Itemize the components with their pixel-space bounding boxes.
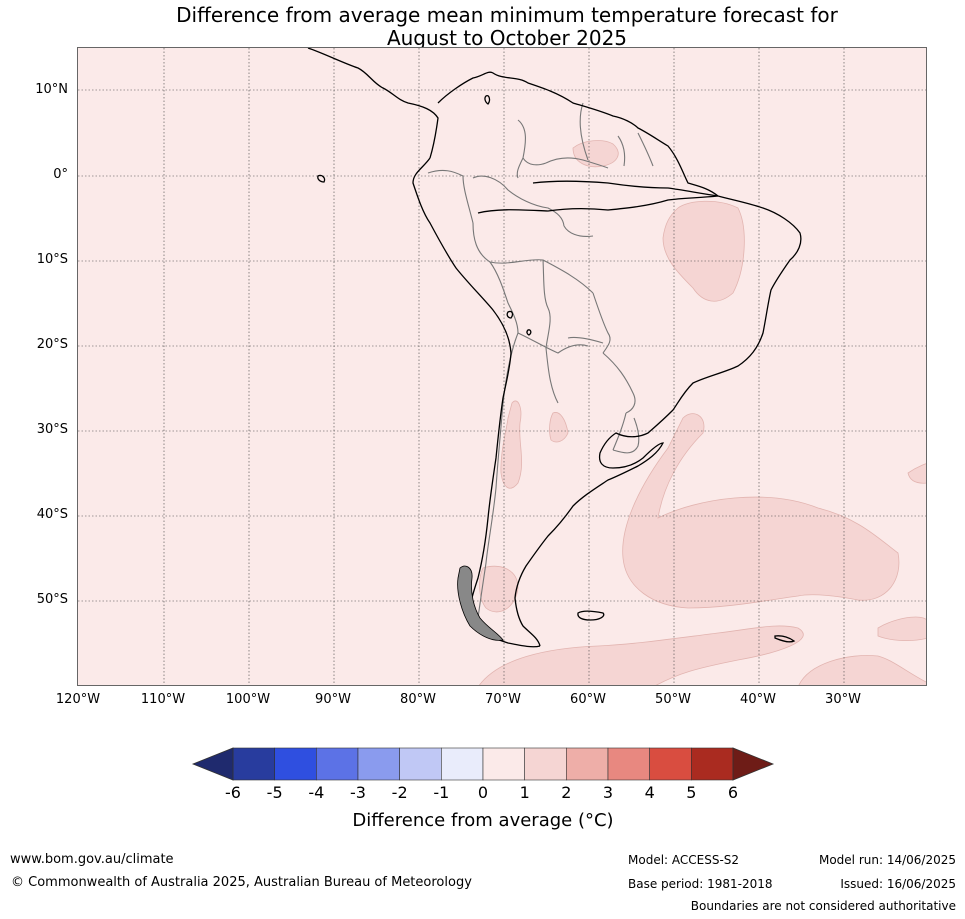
model-text: Model: ACCESS-S2 (628, 853, 740, 867)
chile-archipelago (457, 565, 504, 641)
colorbar-tick-label: 2 (561, 783, 572, 802)
lon-label-100w: 100°W (225, 692, 271, 707)
lon-label-80w: 80°W (400, 692, 436, 707)
lon-label-30w: 30°W (825, 692, 861, 707)
anomaly-region-brazil (662, 200, 745, 302)
anomaly-region-south-east (798, 655, 926, 685)
colorbar-cells (232, 747, 734, 781)
lat-label-50s: 50°S (36, 592, 68, 607)
colorbar-cell (399, 747, 442, 781)
lon-label-90w: 90°W (315, 692, 351, 707)
colorbar-cell (441, 747, 484, 781)
colorbar (191, 747, 775, 781)
colorbar-cell (274, 747, 317, 781)
colorbar-over-arrow (732, 747, 775, 781)
colorbar-tick-label: 4 (644, 783, 655, 802)
colorbar-cell (232, 747, 275, 781)
lat-label-10n: 10°N (35, 82, 68, 97)
colorbar-tick-label: 6 (727, 783, 739, 802)
anomaly-region-drake (479, 625, 804, 685)
colorbar-tick-label: -3 (350, 783, 366, 802)
disclaimer-text: Boundaries are not considered authoritat… (690, 899, 956, 913)
title-line-1: Difference from average mean minimum tem… (176, 3, 838, 27)
lake-poopo (526, 329, 532, 336)
lake-maracaibo (484, 94, 491, 105)
anomaly-region-patagonia (479, 565, 519, 613)
base-period-text: Base period: 1981-2018 (628, 877, 773, 891)
colorbar-tick-label: 0 (477, 783, 489, 802)
colorbar-under-arrow (191, 747, 234, 781)
coastline-amazon-south (477, 195, 719, 214)
website-link[interactable]: www.bom.gov.au/climate (10, 852, 174, 867)
colorbar-cell (316, 747, 359, 781)
lon-label-110w: 110°W (140, 692, 186, 707)
map-panel (77, 47, 927, 686)
colorbar-label: Difference from average (°C) (352, 810, 614, 831)
colorbar-tick-label: -4 (308, 783, 325, 802)
lat-label-20s: 20°S (36, 337, 68, 352)
colorbar-cell (691, 747, 734, 781)
title-line-2: August to October 2025 (386, 26, 628, 50)
colorbar-tick-label: 1 (519, 783, 530, 802)
coastline-east (514, 195, 802, 647)
model-run-text: Model run: 14/06/2025 (818, 853, 956, 867)
south-georgia (774, 635, 796, 643)
lon-label-50w: 50°W (655, 692, 691, 707)
colorbar-cell (482, 747, 525, 781)
graticule (78, 48, 926, 685)
anomaly-region-chaco (549, 412, 569, 443)
lat-label-30s: 30°S (36, 422, 68, 437)
lon-label-60w: 60°W (570, 692, 606, 707)
colorbar-tick-label: -1 (433, 783, 450, 802)
copyright-text: © Commonwealth of Australia 2025, Austra… (11, 875, 472, 890)
colorbar-cell (607, 747, 650, 781)
lake-titicaca (506, 310, 514, 319)
lat-label-40s: 40°S (36, 507, 68, 522)
colorbar-tick-label: -6 (225, 783, 241, 802)
coastline-central-america (307, 48, 439, 159)
colorbar-tick-label: 5 (686, 783, 697, 802)
lat-label-0: 0° (53, 167, 68, 182)
chart-title: Difference from average mean minimum tem… (0, 4, 965, 50)
colorbar-cell (649, 747, 692, 781)
lat-label-10s: 10°S (36, 252, 68, 267)
lon-label-70w: 70°W (485, 692, 521, 707)
colorbar-tick-label: -2 (391, 783, 408, 802)
forecast-map (78, 48, 926, 685)
coastline-amazon (532, 180, 719, 197)
colorbar-tick-label: -5 (266, 783, 283, 802)
anomaly-region-atlantic (622, 413, 900, 609)
lon-label-40w: 40°W (740, 692, 776, 707)
coastline-caribbean (437, 71, 719, 197)
colorbar-cell (357, 747, 400, 781)
lon-label-120w: 120°W (55, 692, 101, 707)
coastlines (307, 48, 802, 648)
anomaly-region-east-edge (907, 463, 926, 484)
anomaly-region-south-atlantic-east (877, 616, 926, 642)
issued-text: Issued: 16/06/2025 (840, 877, 956, 891)
galapagos (317, 174, 326, 183)
colorbar-cell (566, 747, 609, 781)
country-borders (427, 102, 654, 619)
colorbar-cell (524, 747, 567, 781)
falklands (577, 610, 605, 621)
colorbar-tick-label: 3 (602, 783, 614, 802)
anomaly-region-andes (500, 400, 523, 489)
